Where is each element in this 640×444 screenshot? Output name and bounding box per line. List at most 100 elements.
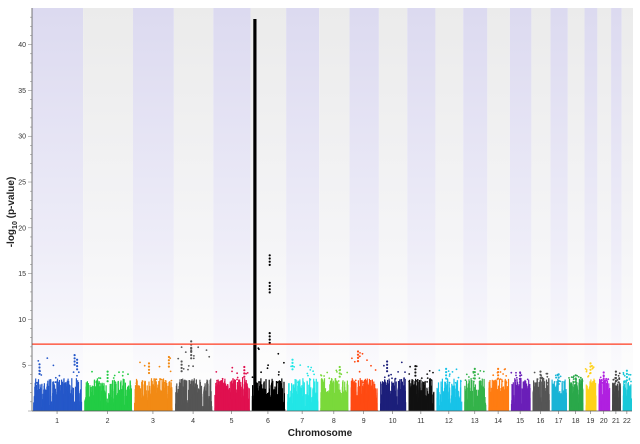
snp-column-chr10 [399,379,401,411]
snp-point-chr1 [52,364,55,367]
snp-column-chr6 [276,395,278,411]
snp-column-chr15 [518,384,520,411]
snp-column-chr7 [314,381,316,411]
snp-column-chr12 [440,409,442,411]
snp-column-chr1 [38,400,40,411]
snp-column-chr2 [94,388,96,411]
snp-column-chr12 [442,401,444,411]
snp-point-chr6 [276,381,279,384]
snp-column-chr13 [481,388,483,411]
snp-column-chr1 [74,401,76,411]
snp-column-chr14 [488,387,490,411]
snp-column-chr11 [422,409,425,411]
snp-column-chr16 [535,392,537,411]
peak-point-chr9 [356,353,360,356]
snp-column-chr9 [368,405,370,411]
snp-column-chr9 [357,391,359,411]
snp-point-chr14 [505,381,508,384]
snp-column-chr8 [324,388,327,411]
snp-point-chr5 [246,372,249,374]
snp-column-chr5 [233,396,235,411]
snp-column-chr6 [274,399,276,411]
snp-column-chr17 [564,386,566,411]
snp-column-chr6 [260,378,262,411]
snp-column-chr4 [191,397,193,411]
snp-column-chr18 [568,378,571,411]
snp-column-chr1 [65,395,67,411]
snp-column-chr2 [128,406,130,411]
peak-point-chr11 [414,365,417,368]
snp-column-chr5 [216,381,218,411]
snp-column-chr4 [189,398,191,411]
snp-point-chr7 [307,374,309,377]
snp-point-chr8 [340,373,343,376]
snp-column-chr1 [48,407,50,411]
snp-point-chr16 [547,381,549,384]
snp-column-chr9 [360,393,362,411]
snp-column-chr2 [106,398,108,411]
snp-column-chr21 [614,398,616,411]
snp-point-chr12 [448,375,451,377]
snp-column-chr5 [224,390,226,411]
snp-column-chr2 [116,395,118,411]
peak-point-chr19 [589,368,592,371]
peak-point-chr7 [291,361,294,364]
snp-column-chr4 [188,391,190,411]
snp-point-chr1 [40,374,43,376]
snp-column-chr12 [452,405,454,411]
snp-column-chr15 [526,383,528,411]
snp-point-chr10 [383,364,385,367]
snp-column-chr12 [440,381,442,411]
snp-column-chr10 [397,407,399,411]
snp-column-chr11 [431,407,433,411]
snp-point-chr19 [585,370,588,373]
snp-point-chr7 [293,366,296,368]
chromosome-band-1 [32,8,84,411]
peak-point-chr1 [76,368,79,371]
chromosome-band-16 [531,8,551,411]
peak-point-chr1 [38,363,41,366]
snp-column-chr22 [630,384,632,411]
snp-column-chr9 [357,409,359,411]
snp-column-chr1 [50,380,52,411]
snp-point-chr14 [499,371,502,373]
snp-column-chr11 [413,410,415,411]
snp-column-chr12 [439,394,441,411]
peak-point-chr14 [497,374,500,377]
snp-column-chr3 [168,381,170,411]
snp-column-chr10 [392,382,395,411]
snp-column-chr12 [437,396,439,411]
peak-point-chr7 [291,365,294,368]
snp-point-chr3 [135,382,138,385]
snp-column-chr2 [86,381,88,411]
snp-column-chr6 [259,405,261,411]
peak-point-chr16 [539,376,542,380]
snp-point-chr1 [37,360,40,362]
snp-column-chr4 [199,388,202,411]
snp-column-chr7 [317,381,319,411]
snp-column-chr4 [195,396,197,411]
snp-column-chr5 [244,392,246,411]
snp-point-chr4 [184,351,187,353]
snp-column-chr7 [315,405,318,411]
snp-column-chr16 [535,399,537,411]
snp-point-chr9 [361,352,364,355]
snp-column-chr3 [165,409,167,411]
snp-point-chr9 [354,379,357,382]
snp-point-chr14 [492,374,495,377]
snp-point-chr7 [307,365,310,368]
snp-column-chr5 [235,392,238,411]
snp-column-chr5 [225,385,228,411]
snp-column-chr14 [492,388,494,411]
peak-point-chr8 [338,375,341,378]
snp-point-chr2 [121,374,124,377]
snp-column-chr2 [96,408,98,411]
snp-point-chr5 [231,366,234,369]
snp-column-chr4 [186,380,188,411]
snp-column-chr12 [446,387,448,411]
snp-column-chr6 [257,390,259,411]
snp-point-chr4 [187,365,190,367]
peak-point-chr13 [473,371,476,374]
snp-column-chr18 [575,378,577,411]
snp-column-chr1 [71,387,73,411]
